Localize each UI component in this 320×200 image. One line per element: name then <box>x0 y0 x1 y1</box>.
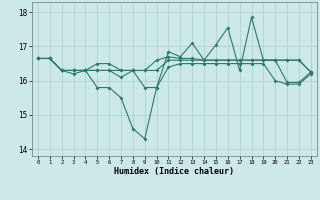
X-axis label: Humidex (Indice chaleur): Humidex (Indice chaleur) <box>115 167 234 176</box>
